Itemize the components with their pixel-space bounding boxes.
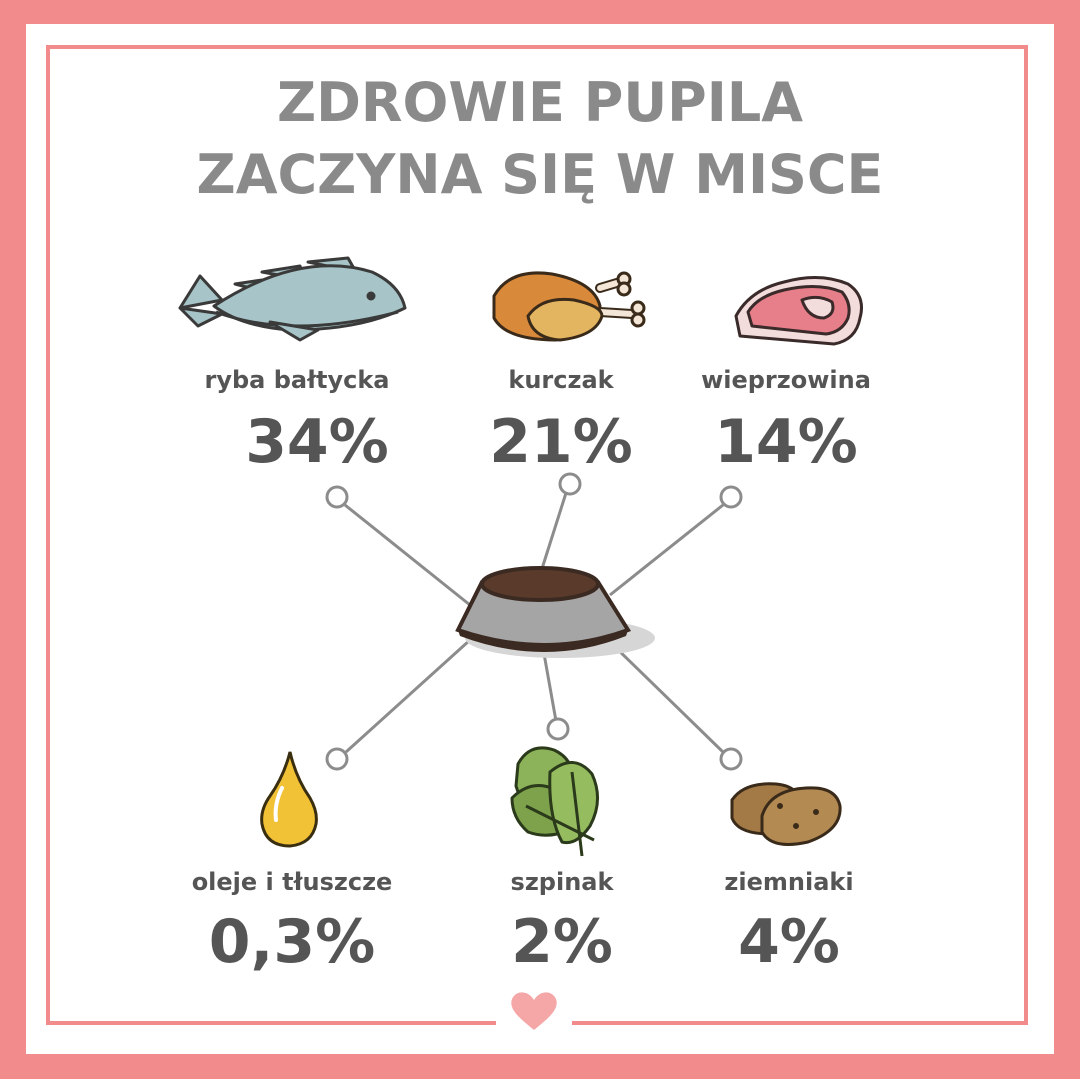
label-spinach: szpinak <box>510 868 614 896</box>
connector-lines <box>344 492 725 754</box>
connector-chicken <box>538 492 568 576</box>
title-line-1: ZDROWIE PUPILA <box>276 71 804 134</box>
connector-nodes <box>325 472 743 771</box>
connector-pork <box>609 503 724 597</box>
background-panel <box>26 24 1054 1054</box>
label-pork: wieprzowina <box>701 366 871 394</box>
connector-oil <box>344 638 472 754</box>
chicken-icon <box>492 271 646 342</box>
connector-fish <box>344 503 471 607</box>
label-oil: oleje i tłuszcze <box>191 868 393 896</box>
node-potato <box>719 747 743 771</box>
percent-fish: 34% <box>245 407 389 477</box>
node-chicken <box>558 472 582 496</box>
percent-pork: 14% <box>714 407 858 477</box>
title-line-2: ZACZYNA SIĘ W MISCE <box>196 143 884 206</box>
pork-icon <box>734 275 863 346</box>
percent-chicken: 21% <box>489 407 633 477</box>
oil-drop-icon <box>260 751 318 848</box>
node-oil <box>325 747 349 771</box>
percent-oil: 0,3% <box>208 907 376 977</box>
fish-icon <box>178 256 407 342</box>
bowl-icon <box>455 566 655 658</box>
connector-potato <box>608 640 725 754</box>
percent-potato: 4% <box>738 907 840 977</box>
label-fish: ryba bałtycka <box>204 366 390 394</box>
node-pork <box>719 485 743 509</box>
potato-icon <box>730 782 842 846</box>
heart-icon <box>496 992 572 1036</box>
node-spinach <box>546 717 570 741</box>
label-chicken: kurczak <box>508 366 614 394</box>
connector-spinach <box>541 647 558 722</box>
percent-spinach: 2% <box>511 907 613 977</box>
label-potato: ziemniaki <box>724 868 854 896</box>
node-fish <box>325 485 349 509</box>
spinach-icon <box>510 746 599 857</box>
